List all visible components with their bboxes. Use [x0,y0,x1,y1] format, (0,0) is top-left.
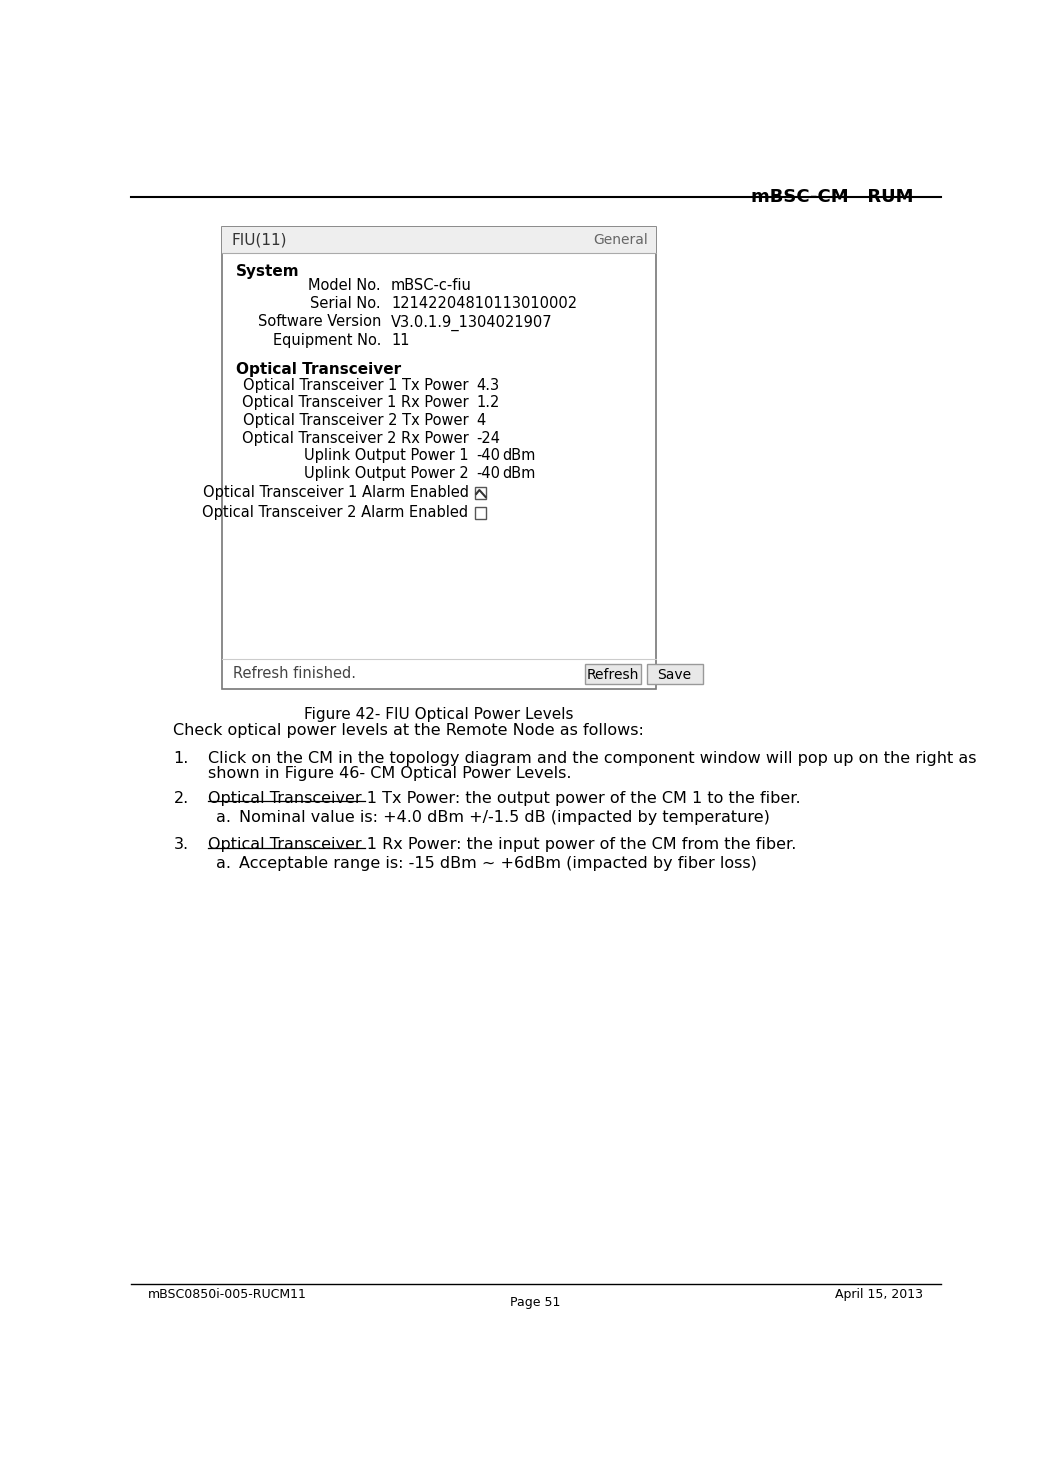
Text: Optical Transceiver 1 Tx Power: the output power of the CM 1 to the fiber.: Optical Transceiver 1 Tx Power: the outp… [208,790,800,807]
Text: mBSC-CM   RUM: mBSC-CM RUM [751,188,913,206]
Text: 3.: 3. [173,838,189,852]
Text: Equipment No.: Equipment No. [273,333,381,347]
Text: System: System [236,263,300,278]
Text: Refresh finished.: Refresh finished. [233,665,356,680]
Text: Optical Transceiver 1 Rx Power: the input power of the CM from the fiber.: Optical Transceiver 1 Rx Power: the inpu… [208,838,796,852]
Text: Acceptable range is: -15 dBm ~ +6dBm (impacted by fiber loss): Acceptable range is: -15 dBm ~ +6dBm (im… [239,855,757,871]
Text: V3.0.1.9_1304021907: V3.0.1.9_1304021907 [391,315,553,331]
Text: Refresh: Refresh [586,668,638,682]
Text: Check optical power levels at the Remote Node as follows:: Check optical power levels at the Remote… [173,723,644,739]
Text: Click on the CM in the topology diagram and the component window will pop up on : Click on the CM in the topology diagram … [208,751,977,765]
Text: a.: a. [216,855,231,871]
Text: shown in Figure 46- CM Optical Power Levels.: shown in Figure 46- CM Optical Power Lev… [208,767,572,782]
Text: Software Version: Software Version [257,315,381,330]
Text: 1.2: 1.2 [477,396,500,411]
Text: -40: -40 [477,467,501,481]
Text: Nominal value is: +4.0 dBm +/-1.5 dB (impacted by temperature): Nominal value is: +4.0 dBm +/-1.5 dB (im… [239,810,770,824]
Bar [585,664,641,684]
Bar [223,227,656,689]
Text: 4: 4 [477,414,486,428]
Text: -40: -40 [477,449,501,464]
Text: Serial No.: Serial No. [310,296,381,311]
Text: mBSC-c-fiu: mBSC-c-fiu [391,278,472,293]
Bar [647,664,702,684]
Text: Optical Transceiver 2 Rx Power: Optical Transceiver 2 Rx Power [241,431,468,446]
Text: Uplink Output Power 1: Uplink Output Power 1 [304,449,468,464]
Text: FIU(11): FIU(11) [231,233,287,247]
Text: Optical Transceiver 1 Rx Power: Optical Transceiver 1 Rx Power [241,396,468,411]
Text: dBm: dBm [503,467,536,481]
Text: Uplink Output Power 2: Uplink Output Power 2 [304,467,468,481]
Text: 12142204810113010002: 12142204810113010002 [391,296,577,311]
Bar [474,506,486,518]
Text: Optical Transceiver 1 Tx Power: Optical Transceiver 1 Tx Power [243,378,468,393]
Text: 4.3: 4.3 [477,378,500,393]
Text: April 15, 2013: April 15, 2013 [835,1288,923,1301]
Text: a.: a. [216,810,231,824]
Text: Save: Save [657,668,692,682]
Text: Model No.: Model No. [308,278,381,293]
Text: 11: 11 [391,333,410,347]
Text: -24: -24 [477,431,501,446]
Text: Optical Transceiver 1 Alarm Enabled: Optical Transceiver 1 Alarm Enabled [203,486,468,500]
Text: Optical Transceiver 2 Tx Power: Optical Transceiver 2 Tx Power [242,414,468,428]
Text: Page 51: Page 51 [510,1297,560,1309]
Text: General: General [594,233,648,247]
Text: Figure 42- FIU Optical Power Levels: Figure 42- FIU Optical Power Levels [304,707,574,723]
Text: Optical Transceiver: Optical Transceiver [236,362,401,377]
Bar [474,487,486,499]
Text: dBm: dBm [503,449,536,464]
Text: 1.: 1. [173,751,189,765]
Text: mBSC0850i-005-RUCM11: mBSC0850i-005-RUCM11 [147,1288,306,1301]
Bar [223,227,656,253]
Text: Optical Transceiver 2 Alarm Enabled: Optical Transceiver 2 Alarm Enabled [203,505,468,521]
Text: 2.: 2. [173,790,189,807]
